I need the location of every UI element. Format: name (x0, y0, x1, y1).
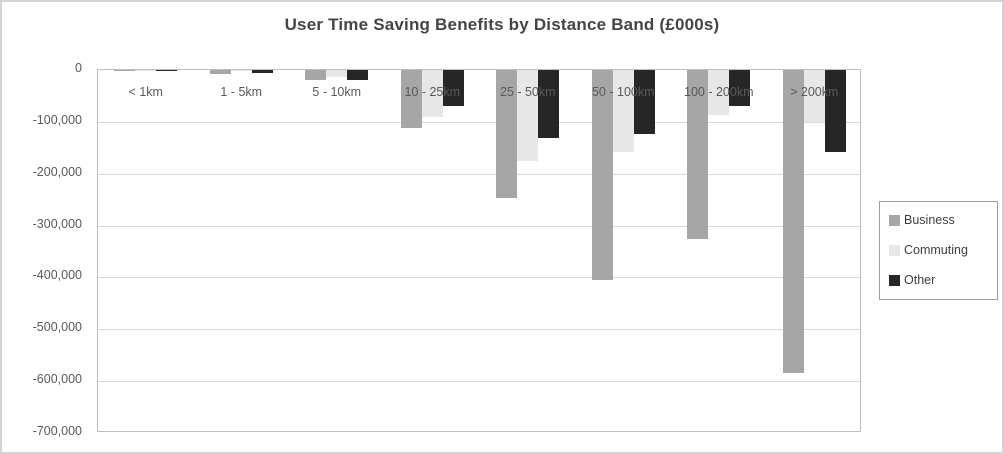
legend-label: Commuting (904, 243, 968, 257)
bar-business-1 (209, 70, 231, 75)
bar-other-5 (633, 70, 655, 134)
bar-commuting-4 (517, 70, 539, 161)
legend: Business Commuting Other (879, 201, 998, 300)
gridline (98, 277, 860, 278)
bar-business-6 (687, 70, 709, 240)
plot-area: < 1km 1 - 5km 5 - 10km 10 - 25km 25 - 50km 50… (97, 69, 861, 432)
bar-other-4 (538, 70, 560, 138)
y-tick-label: -700,000 (32, 424, 82, 438)
legend-label: Other (904, 273, 936, 287)
legend-item-commuting: Commuting (889, 243, 989, 258)
bar-commuting-2 (326, 70, 348, 77)
bar-other-3 (442, 70, 464, 107)
gridline (98, 174, 860, 175)
gridline (98, 329, 860, 330)
bar-business-0 (114, 70, 136, 71)
chart-title: User Time Saving Benefits by Distance Ba… (284, 15, 720, 34)
category-label: 10 - 25km (404, 85, 461, 99)
category-label: 50 - 100km (591, 85, 655, 99)
bar-other-2 (347, 70, 369, 80)
bar-other-1 (251, 70, 273, 73)
y-tick-label: 0 (75, 61, 82, 75)
legend-label: Business (904, 213, 955, 227)
bar-business-2 (305, 70, 327, 81)
bar-commuting-1 (230, 70, 252, 71)
y-tick-label: -200,000 (32, 165, 82, 179)
bar-business-3 (400, 70, 422, 129)
gridline (98, 122, 860, 123)
legend-swatch-icon (889, 275, 900, 286)
legend-item-other: Other (889, 273, 989, 288)
y-tick-label: -500,000 (32, 320, 82, 334)
category-label: 1 - 5km (220, 85, 263, 99)
bar-business-5 (591, 70, 613, 280)
legend-item-business: Business (889, 213, 989, 228)
category-label: 25 - 50km (499, 85, 556, 99)
bar-other-6 (729, 70, 751, 107)
y-tick-label: -400,000 (32, 268, 82, 282)
bar-commuting-6 (708, 70, 730, 116)
bar-commuting-3 (421, 70, 443, 117)
category-label: > 200km (790, 85, 839, 99)
bar-other-7 (824, 70, 846, 152)
bar-business-4 (496, 70, 518, 198)
category-label: 100 - 200km (684, 85, 754, 99)
bar-commuting-5 (612, 70, 634, 152)
legend-swatch-icon (889, 215, 900, 226)
y-tick-label: -100,000 (32, 113, 82, 127)
legend-swatch-icon (889, 245, 900, 256)
y-tick-label: -300,000 (32, 217, 82, 231)
category-label: < 1km (128, 85, 163, 99)
gridline (98, 381, 860, 382)
bar-commuting-7 (803, 70, 825, 122)
y-tick-label: -600,000 (32, 372, 82, 386)
bar-business-7 (782, 70, 804, 374)
category-label: 5 - 10km (312, 85, 362, 99)
gridline (98, 226, 860, 227)
